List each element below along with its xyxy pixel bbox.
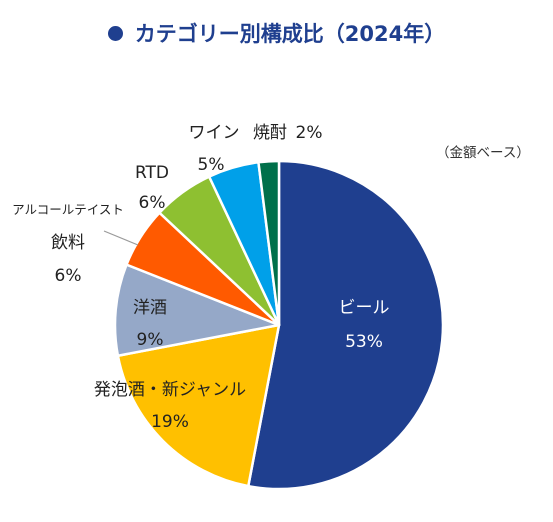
slice-value-beer: 53% [345, 332, 383, 352]
chart-title: カテゴリー別構成比（2024年） [0, 18, 553, 48]
slice-label-non-alcohol-line2: 飲料 [51, 233, 85, 253]
slice-value-non-alcohol: 6% [55, 266, 82, 286]
slice-label-non-alcohol-line1: アルコールテイスト [12, 202, 124, 217]
slice-label-beer: ビール [339, 298, 390, 318]
pie-slice-western-liquor [113, 263, 281, 357]
pie-slice-shochu [257, 159, 281, 327]
title-bullet-icon [107, 25, 123, 41]
pie-slice-happoshu [116, 323, 281, 488]
slice-label-western-liquor: 洋酒 [133, 298, 167, 318]
chart-subtitle: （金額ベース） [436, 145, 530, 161]
slice-value-western-liquor: 9% [137, 330, 164, 350]
slice-value-happoshu: 19% [151, 412, 189, 432]
leader-line [103, 230, 139, 246]
slice-label-rtd: RTD [135, 163, 169, 183]
pie-slice-beer [247, 159, 445, 491]
slice-label-shochu: 焼酎 [253, 123, 287, 143]
slice-value-wine: 5% [198, 155, 225, 175]
slice-label-wine: ワイン [189, 123, 240, 143]
slice-label-happoshu: 発泡酒・新ジャンル [94, 380, 246, 400]
slice-value-rtd: 6% [139, 193, 166, 213]
chart-title-text: カテゴリー別構成比（2024年） [134, 22, 446, 46]
slice-value-shochu: 2% [296, 123, 323, 143]
pie-slices [113, 159, 445, 491]
